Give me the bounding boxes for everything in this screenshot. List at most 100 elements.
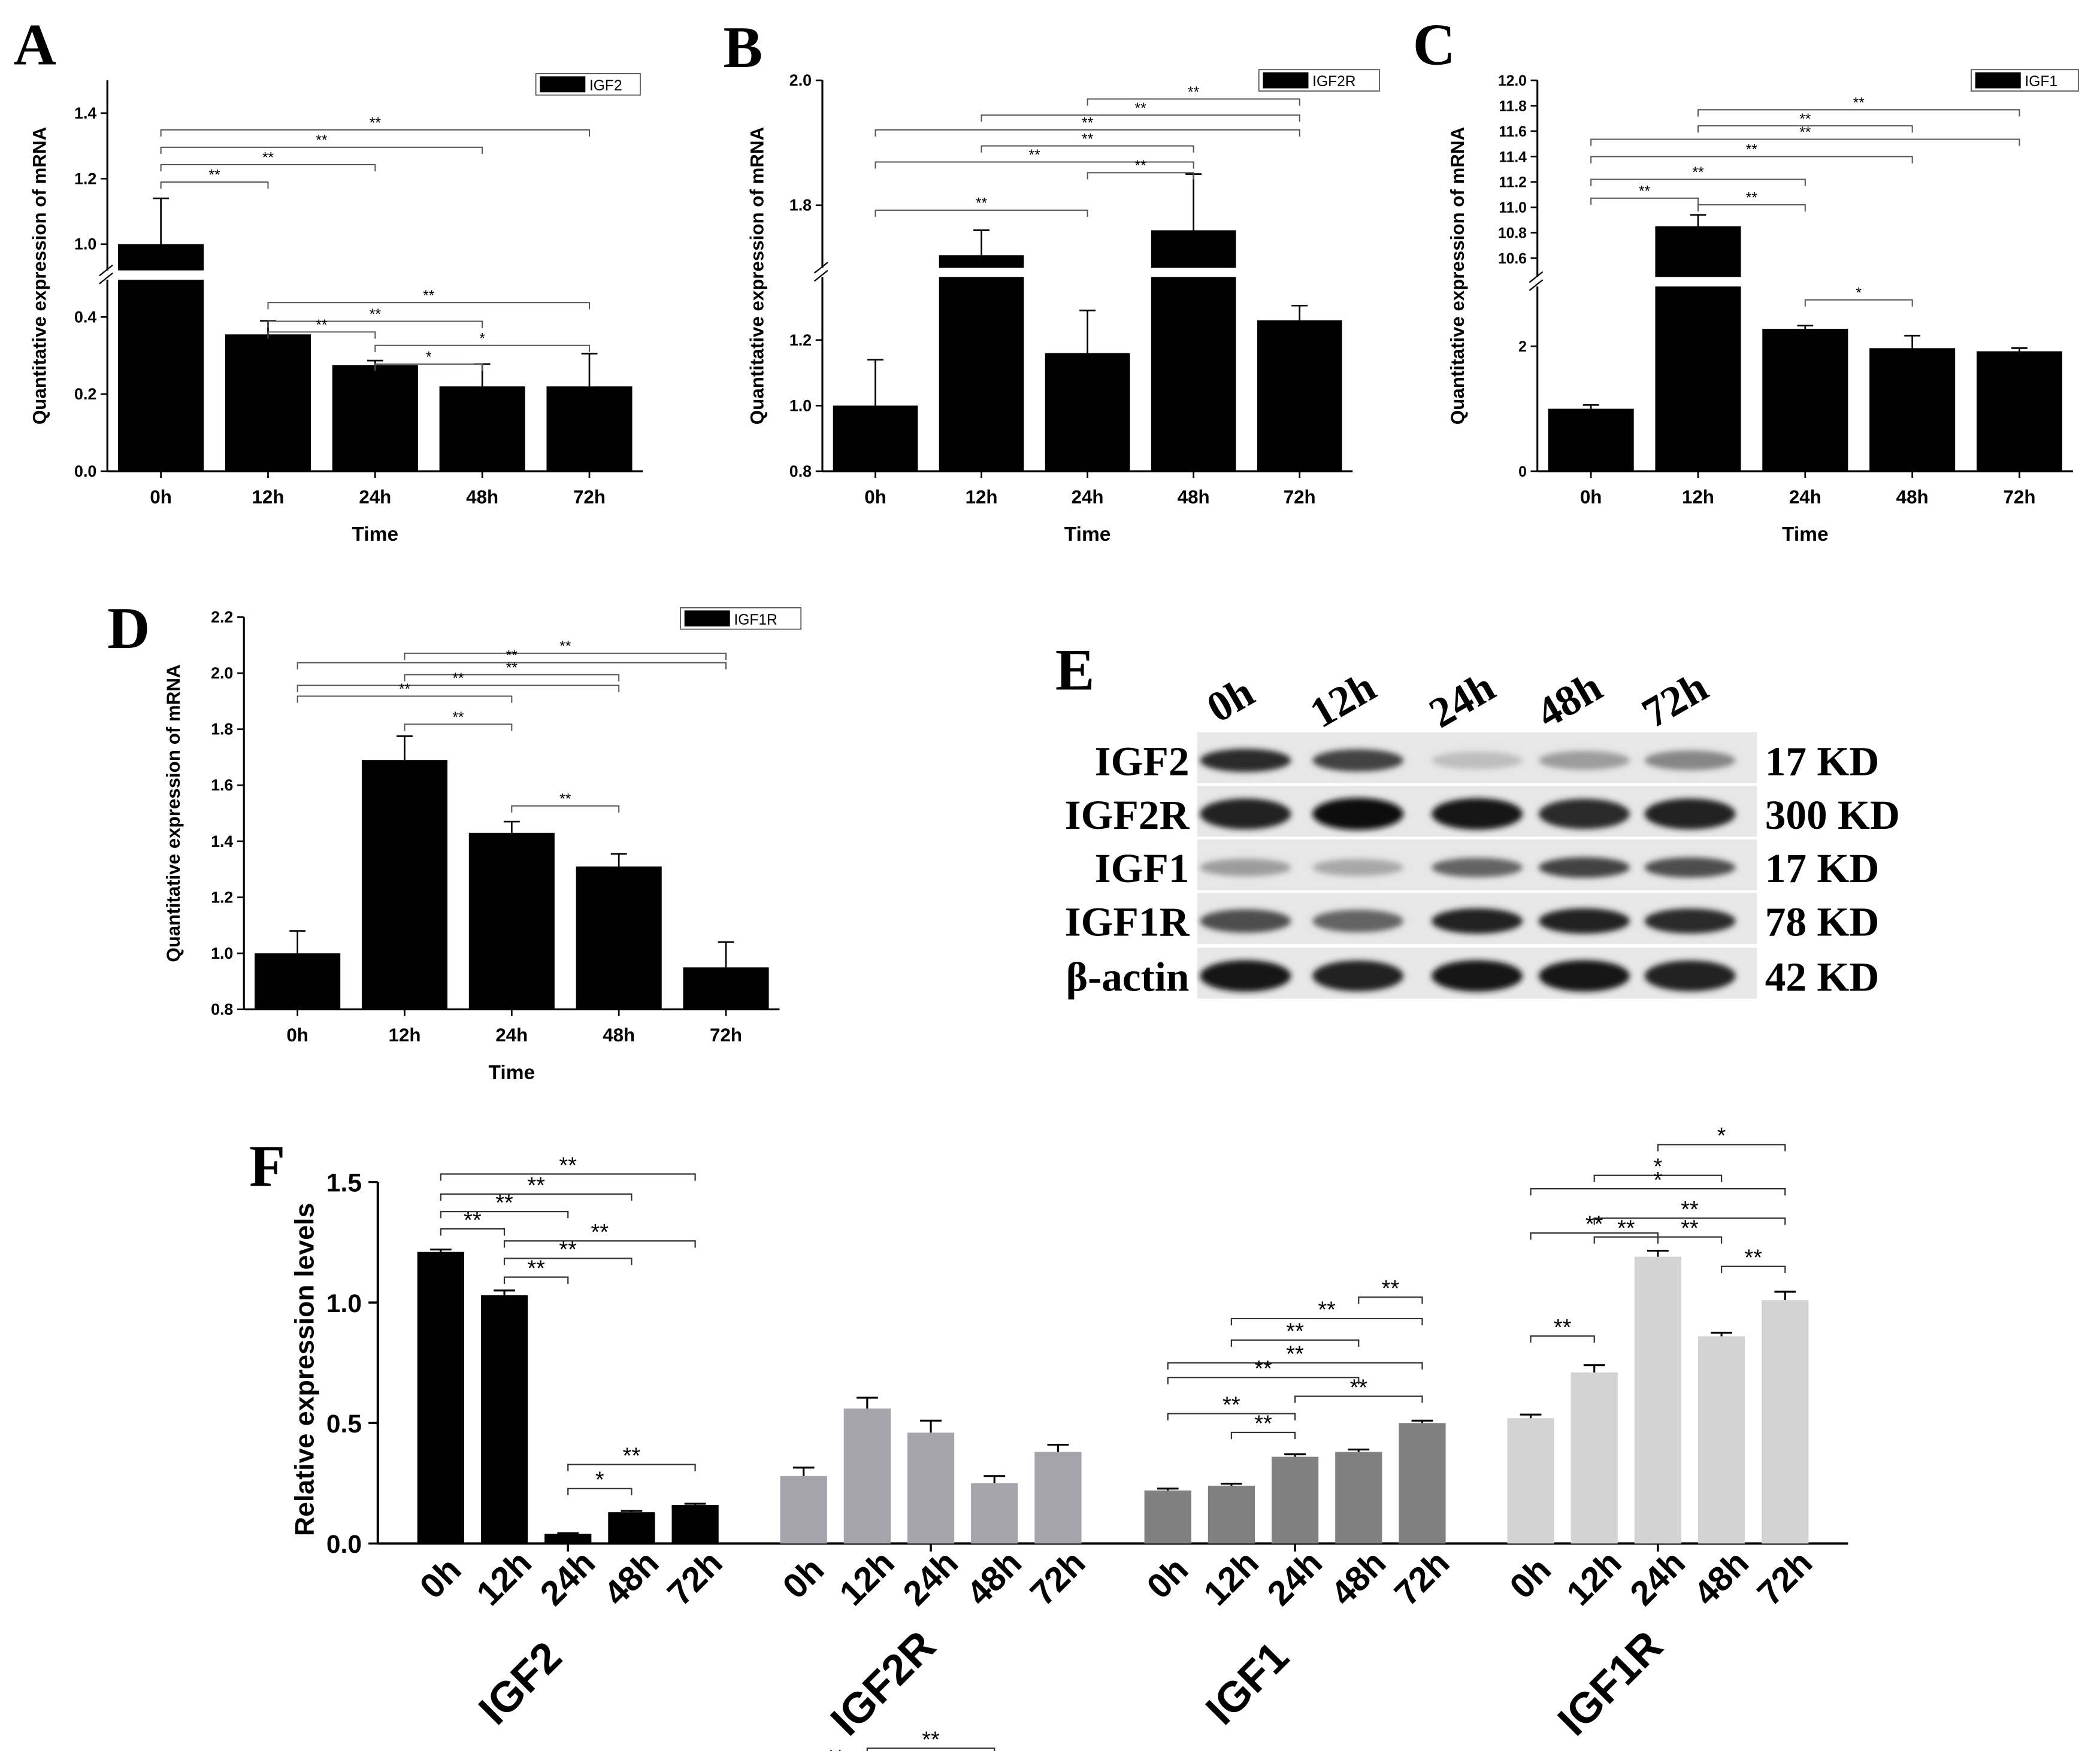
blot-band-IGF1-0h (1200, 858, 1291, 877)
axis-break-mark (1529, 271, 1544, 283)
x-tick-label: 48h (466, 487, 498, 508)
significance-bracket (981, 114, 1300, 122)
y-tick-label: 0.0 (326, 1530, 362, 1558)
blot-size-label: 42 KD (1765, 953, 1880, 999)
blot-size-label: 78 KD (1765, 899, 1880, 945)
y-axis-title: Quantitative expression of mRNA (163, 664, 184, 962)
blot-size-label: 17 KD (1765, 845, 1880, 891)
bar-IGF1R-72h (1762, 1300, 1809, 1544)
significance-bracket (1167, 1413, 1296, 1420)
y-tick-label: 1.5 (326, 1169, 362, 1197)
blot-row-label: β-actin (1066, 953, 1190, 999)
x-tick-label: 24h (1072, 487, 1104, 508)
panel-letter: D (107, 596, 150, 661)
significance-bracket (1590, 178, 1806, 186)
x-tick-label: 0h (150, 487, 172, 508)
significance-label: ** (527, 1173, 545, 1198)
significance-bracket (1087, 98, 1300, 106)
y-tick-label: 0.0 (74, 462, 96, 480)
bar-IGF2R-48h (971, 1483, 1018, 1544)
panel-letter: B (724, 15, 763, 80)
significance-label: ** (1799, 111, 1811, 128)
y-axis-title: Quantitative expression of mRNA (747, 127, 768, 425)
significance-bracket (875, 209, 1088, 217)
significance-bracket (404, 723, 513, 731)
y-tick-label: 1.2 (789, 331, 812, 349)
significance-label: ** (1554, 1315, 1572, 1340)
x-tick-label: 72h (2004, 487, 2036, 508)
significance-bracket (866, 1747, 995, 1751)
significance-label: ** (559, 791, 571, 807)
significance-bracket (1593, 1174, 1723, 1182)
x-tick-label: 48h (1178, 487, 1210, 508)
blot-band-IGF2R-12h (1312, 798, 1404, 830)
significance-bracket (1167, 1362, 1423, 1370)
y-tick-label: 10.8 (1498, 225, 1527, 241)
y-tick-label: 1.4 (211, 832, 233, 850)
x-tick-label: 12h (966, 487, 998, 508)
legend-label: IGF2 (589, 78, 622, 94)
significance-label: ** (559, 1237, 577, 1262)
significance-bracket (374, 363, 483, 371)
blot-band-IGF2R-24h (1432, 798, 1523, 830)
bar-IGF2R-0h (833, 405, 918, 471)
bar-IGF1-0h (1144, 1490, 1191, 1544)
legend-swatch (540, 76, 586, 93)
significance-label: ** (976, 196, 988, 212)
blot-band-β-actin-0h (1200, 960, 1291, 992)
significance-label: ** (1746, 142, 1758, 158)
significance-label: ** (208, 168, 220, 184)
significance-bracket (1593, 1217, 1786, 1225)
x-tick-label: 12h (252, 487, 285, 508)
significance-bracket (1530, 1335, 1595, 1343)
significance-label: ** (1746, 190, 1758, 207)
significance-label: ** (1681, 1197, 1699, 1222)
significance-bracket (296, 684, 620, 692)
significance-label: * (1717, 1123, 1726, 1149)
blot-band-IGF1-12h (1312, 859, 1404, 876)
bar-IGF2-48h (608, 1512, 655, 1544)
significance-bracket (440, 1228, 506, 1236)
significance-bracket (267, 320, 483, 328)
bar-IGF1R-48h (1697, 1336, 1745, 1544)
significance-bracket (875, 129, 1300, 137)
y-tick-label: 10.6 (1498, 251, 1527, 267)
significance-bracket (296, 662, 727, 670)
bar-IGF1-12h (1655, 226, 1741, 471)
significance-label: ** (370, 307, 382, 323)
blot-band-IGF2R-0h (1200, 798, 1291, 829)
significance-bracket (1358, 1296, 1423, 1304)
significance-bracket (1697, 204, 1806, 212)
significance-label: ** (827, 1746, 845, 1751)
blot-band-IGF2-0h (1200, 749, 1291, 772)
significance-bracket (1590, 138, 2020, 146)
significance-bracket (503, 1240, 696, 1248)
significance-bracket (1657, 1144, 1786, 1152)
significance-label: ** (1254, 1411, 1272, 1437)
significance-label: ** (1135, 158, 1147, 174)
significance-bracket (1697, 125, 1913, 133)
significance-label: ** (1028, 147, 1040, 163)
bar-IGF1R-24h (1634, 1256, 1682, 1544)
bar-IGF1-12h (1208, 1485, 1255, 1544)
axis-break-mark (99, 272, 113, 284)
axis-break-gap (1526, 277, 2078, 287)
blot-band-IGF2R-48h (1538, 798, 1630, 829)
significance-label: * (595, 1468, 604, 1493)
bar-IGF2-24h (332, 365, 418, 471)
significance-bracket (511, 805, 620, 813)
y-tick-label: 1.2 (211, 888, 233, 906)
blot-row-label: IGF1R (1065, 899, 1190, 945)
significance-label: ** (1082, 115, 1094, 131)
x-tick-label: 48h (603, 1025, 635, 1046)
axis-break-gap (96, 270, 649, 280)
y-tick-label: 11.8 (1499, 98, 1526, 114)
significance-label: ** (464, 1208, 482, 1233)
significance-label: ** (1349, 1375, 1367, 1400)
blot-size-label: 17 KD (1765, 738, 1880, 784)
y-tick-label: 0.8 (211, 1000, 233, 1018)
blot-band-IGF1R-24h (1432, 908, 1523, 934)
significance-label: * (479, 331, 485, 347)
significance-label: ** (527, 1256, 545, 1281)
